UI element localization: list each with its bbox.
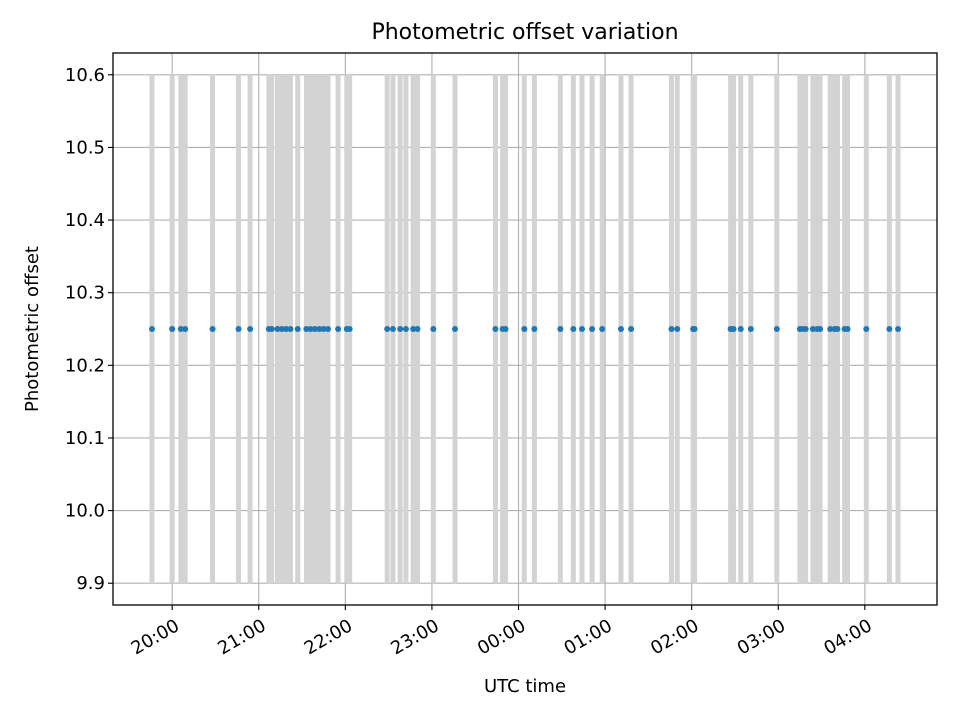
data-point: [235, 326, 242, 332]
data-point: [773, 326, 780, 332]
data-point: [148, 326, 155, 332]
y-tick-label: 10.6: [65, 65, 105, 86]
data-point: [389, 326, 396, 332]
data-point: [410, 326, 417, 332]
data-point: [287, 326, 294, 332]
data-point: [430, 326, 437, 332]
data-point: [844, 326, 851, 332]
data-point: [691, 326, 698, 332]
data-point: [268, 326, 275, 332]
data-point: [177, 326, 184, 332]
data-point: [827, 326, 834, 332]
data-point: [747, 326, 754, 332]
data-point: [452, 326, 459, 332]
data-point: [384, 326, 391, 332]
data-point: [863, 326, 870, 332]
data-point: [886, 326, 893, 332]
data-point: [617, 326, 624, 332]
data-point: [312, 326, 319, 332]
data-point: [628, 326, 635, 332]
data-point: [557, 326, 564, 332]
data-point: [294, 326, 301, 332]
y-tick-label: 10.4: [65, 210, 105, 231]
data-point: [169, 326, 176, 332]
data-point: [895, 326, 902, 332]
data-point: [402, 326, 409, 332]
data-point: [320, 326, 327, 332]
data-point: [307, 326, 314, 332]
data-point: [809, 326, 816, 332]
y-tick-label: 9.9: [76, 573, 105, 594]
data-point: [247, 326, 254, 332]
data-point: [316, 326, 323, 332]
y-tick-label: 10.5: [65, 137, 105, 158]
data-point: [346, 326, 353, 332]
data-point: [492, 326, 499, 332]
data-point: [589, 326, 596, 332]
x-axis-label: UTC time: [484, 676, 566, 697]
data-point: [335, 326, 342, 332]
data-point: [502, 326, 509, 332]
data-point: [278, 326, 285, 332]
data-point: [668, 326, 675, 332]
data-points: [148, 326, 902, 332]
data-point: [303, 326, 310, 332]
data-point: [674, 326, 681, 332]
data-point: [521, 326, 528, 332]
y-axis-ticks: 9.9 10.0 10.1 10.2 10.3 10.4 10.5 10.6: [65, 65, 113, 594]
y-tick-label: 10.3: [65, 283, 105, 304]
y-axis-label: Photometric offset: [22, 246, 43, 412]
data-point: [730, 326, 737, 332]
data-point: [283, 326, 290, 332]
plot-frame: [112, 52, 938, 606]
data-point: [599, 326, 606, 332]
y-tick-label: 10.2: [65, 355, 105, 376]
data-point: [397, 326, 404, 332]
data-point: [737, 326, 744, 332]
data-point: [209, 326, 216, 332]
chart-title: Photometric offset variation: [371, 20, 678, 45]
data-point: [531, 326, 538, 332]
data-point: [802, 326, 809, 332]
data-point: [579, 326, 586, 332]
data-point: [325, 326, 332, 332]
y-tick-label: 10.1: [65, 428, 105, 449]
data-point: [182, 326, 189, 332]
data-point: [817, 326, 824, 332]
data-point: [834, 326, 841, 332]
data-point: [570, 326, 577, 332]
y-tick-label: 10.0: [65, 501, 105, 522]
data-point: [414, 326, 421, 332]
data-point: [274, 326, 281, 332]
